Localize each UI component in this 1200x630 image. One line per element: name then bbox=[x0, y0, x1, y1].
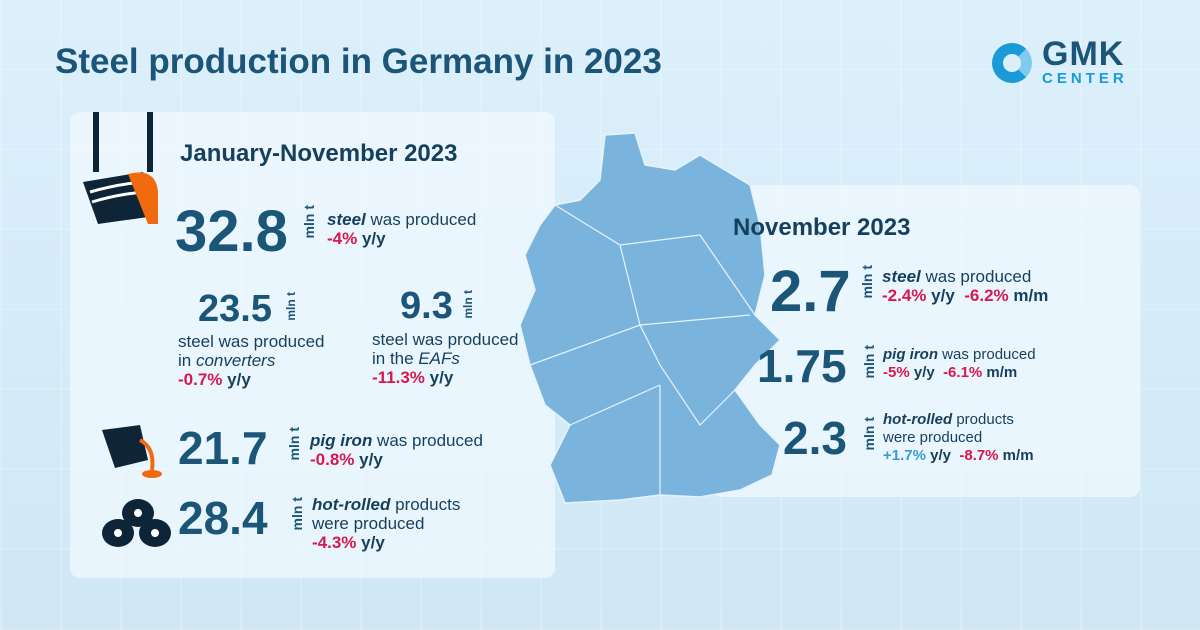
label: products bbox=[390, 495, 461, 514]
unit-label: mln t bbox=[301, 205, 317, 239]
ytd-pig-iron-value: 21.7 bbox=[178, 422, 268, 474]
unit-label: mln t bbox=[286, 427, 302, 461]
ytd-hot-rolled-value: 28.4 bbox=[178, 492, 268, 544]
ytd-converters-value: 23.5 bbox=[198, 288, 272, 330]
unit-label: mln t bbox=[859, 265, 875, 299]
label-em: pig iron bbox=[883, 346, 938, 363]
unit-label: mln t bbox=[289, 497, 305, 531]
state-borders bbox=[529, 204, 756, 495]
ladle-icon bbox=[83, 112, 158, 224]
yy-unit: y/y bbox=[909, 364, 935, 381]
nov-hot-rolled-value: 2.3 bbox=[783, 412, 847, 464]
label-em: steel bbox=[882, 267, 921, 286]
mm-change: -6.2% bbox=[964, 286, 1009, 305]
label-em: steel bbox=[327, 210, 366, 229]
unit-label: mln t bbox=[461, 290, 475, 319]
logo-text: GMK bbox=[1042, 35, 1125, 73]
label: products bbox=[952, 411, 1014, 428]
ytd-eafs-value: 9.3 bbox=[400, 285, 453, 327]
ytd-heading: January-November 2023 bbox=[180, 140, 458, 167]
yy-change: +1.7% bbox=[883, 447, 926, 464]
mm-unit: m/m bbox=[998, 447, 1034, 464]
yy-unit: y/y bbox=[925, 447, 951, 464]
unit-label: mln t bbox=[861, 417, 877, 451]
november-panel bbox=[712, 185, 1140, 497]
nov-pig-iron-value: 1.75 bbox=[757, 340, 847, 392]
november-heading: November 2023 bbox=[733, 214, 911, 241]
label: steel was produced bbox=[372, 330, 519, 349]
ytd-steel-value: 32.8 bbox=[175, 199, 288, 264]
label: steel was produced bbox=[178, 332, 325, 351]
unit-label: mln t bbox=[861, 345, 877, 379]
label-em: converters bbox=[195, 351, 276, 370]
label: in bbox=[178, 351, 196, 370]
label-em: hot-rolled bbox=[883, 411, 953, 428]
germany-map bbox=[519, 132, 782, 504]
page-title: Steel production in Germany in 2023 bbox=[55, 42, 662, 81]
yy-unit: y/y bbox=[356, 533, 385, 552]
label: were produced bbox=[312, 514, 425, 533]
label: in the bbox=[372, 349, 419, 368]
label: was produced bbox=[372, 431, 483, 450]
yy-change: -0.8% bbox=[310, 450, 355, 469]
label: was produced bbox=[365, 210, 477, 229]
nov-steel-value: 2.7 bbox=[770, 259, 851, 324]
mm-change: -6.1% bbox=[943, 364, 983, 381]
mm-change: -8.7% bbox=[959, 447, 999, 464]
yy-change: -11.3% bbox=[372, 368, 425, 387]
label: was produced bbox=[938, 346, 1036, 363]
yy-unit: y/y bbox=[222, 370, 251, 389]
label-em: hot-rolled bbox=[312, 495, 391, 514]
yy-unit: y/y bbox=[357, 229, 386, 248]
logo-subtext: CENTER bbox=[1042, 70, 1128, 87]
label-em: EAFs bbox=[418, 349, 460, 368]
yy-unit: y/y bbox=[424, 368, 454, 387]
yy-change: -4% bbox=[327, 229, 358, 248]
yy-unit: y/y bbox=[354, 450, 383, 469]
mm-unit: m/m bbox=[1008, 286, 1049, 305]
logo-ring-icon bbox=[992, 42, 1032, 83]
yy-change: -5% bbox=[883, 364, 910, 381]
label: was produced bbox=[920, 267, 1032, 286]
yy-change: -2.4% bbox=[882, 286, 927, 305]
yy-change: -0.7% bbox=[178, 370, 223, 389]
label-em: pig iron bbox=[310, 431, 373, 450]
pig-iron-pour-icon bbox=[102, 425, 162, 478]
label: were produced bbox=[883, 429, 983, 446]
yy-change: -4.3% bbox=[312, 533, 357, 552]
gmk-center-logo: GMK CENTER bbox=[992, 35, 1128, 87]
unit-label: mln t bbox=[284, 292, 298, 321]
steel-coils-icon bbox=[102, 499, 171, 547]
germany-outline bbox=[519, 132, 782, 504]
yy-unit: y/y bbox=[926, 286, 955, 305]
mm-unit: m/m bbox=[982, 364, 1018, 381]
